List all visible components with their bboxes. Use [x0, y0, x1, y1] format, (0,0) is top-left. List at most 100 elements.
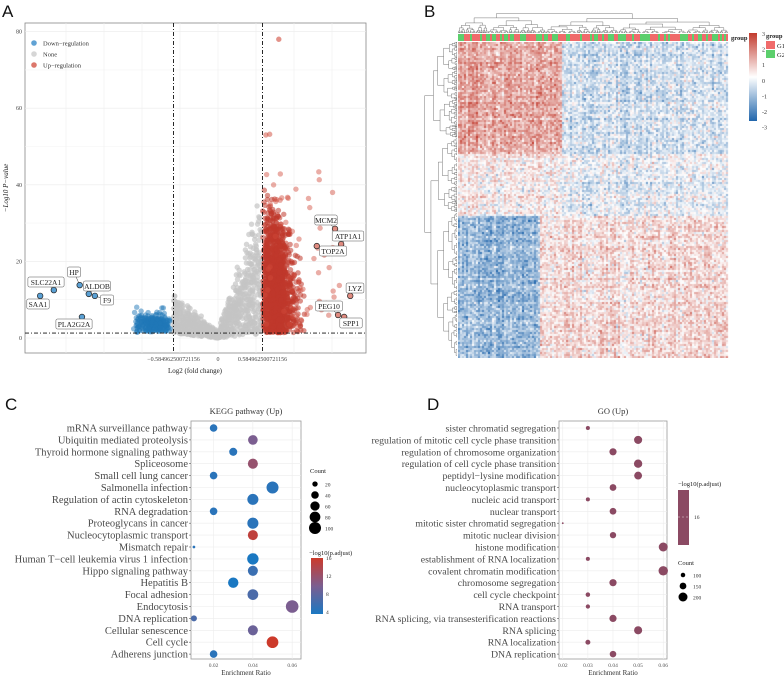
row-dendrogram-branch	[455, 87, 457, 89]
category-label: Regulation of actin cytoskeleton	[52, 495, 189, 506]
category-label: Cellular senescence	[105, 626, 188, 637]
point-up	[294, 323, 300, 330]
x-tick-label: 0.06	[658, 663, 668, 669]
point-none	[255, 306, 262, 312]
row-dendrogram-branch	[452, 86, 455, 90]
point-up	[276, 215, 283, 221]
row-dendrogram-branch	[456, 286, 457, 290]
group-annotation-cell	[642, 34, 644, 41]
point-up	[269, 256, 275, 263]
column-dendrogram-branch	[541, 32, 543, 33]
group-annotation-cell	[614, 34, 616, 41]
group-annotation-cell	[688, 34, 690, 41]
point-up	[290, 329, 297, 336]
enrichment-dot	[247, 589, 259, 600]
point-none	[202, 322, 208, 328]
size-legend-label: 20	[325, 483, 331, 489]
row-dendrogram-branch	[447, 87, 453, 97]
point-up	[263, 171, 270, 178]
column-dendrogram-branch	[650, 26, 676, 30]
colorbar-tick-label: 3	[762, 32, 765, 38]
point-up	[265, 287, 271, 293]
column-dendrogram-branch	[479, 31, 481, 33]
row-dendrogram-branch	[455, 98, 457, 100]
point-none	[192, 309, 198, 315]
row-dendrogram-branch	[455, 74, 457, 77]
column-dendrogram-branch	[551, 31, 557, 33]
point-up	[317, 225, 323, 231]
row-dendrogram-branch	[455, 113, 457, 115]
column-dendrogram-branch	[606, 31, 609, 33]
group-annotation-cell	[518, 34, 520, 41]
plot-frame	[190, 420, 302, 660]
heatmap-cells	[458, 42, 729, 358]
gene-label: SPP1	[343, 319, 360, 328]
row-dendrogram-branch	[456, 109, 457, 111]
column-dendrogram-branch	[485, 30, 488, 33]
row-dendrogram-branch	[455, 91, 457, 94]
group-annotation-cell	[520, 34, 522, 41]
point-up	[260, 234, 266, 241]
column-dendrogram-branch	[528, 31, 530, 33]
point-up	[286, 231, 292, 238]
row-dendrogram-branch	[456, 49, 457, 52]
category-label: Focal adhesion	[125, 590, 189, 601]
group-annotation-cell	[482, 34, 484, 41]
row-dendrogram-branch	[456, 251, 457, 255]
row-dendrogram-branch	[451, 187, 455, 192]
point-none	[251, 266, 258, 272]
colorbar-tick-label: 2	[762, 48, 765, 54]
row-dendrogram-branch	[455, 144, 457, 146]
point-none	[174, 326, 180, 333]
row-dendrogram-branch	[456, 142, 457, 144]
enrichment-dot	[634, 626, 643, 635]
point-up	[286, 321, 293, 327]
row-dendrogram-branch	[451, 109, 455, 114]
row-dendrogram-branch	[454, 257, 457, 261]
row-dendrogram-branch	[456, 72, 457, 75]
group-annotation-cell	[618, 34, 620, 41]
point-up	[289, 228, 296, 235]
point-up	[267, 264, 273, 270]
point-none	[249, 291, 256, 297]
category-label: covalent chromatin modification	[428, 566, 556, 577]
point-up	[293, 305, 299, 312]
point-none	[242, 255, 249, 261]
group-annotation-cell	[458, 34, 460, 41]
point-none	[256, 237, 262, 243]
row-dendrogram-branch	[456, 256, 457, 259]
row-dendrogram-branch	[454, 66, 457, 68]
point-none	[236, 271, 242, 278]
row-dendrogram-branch	[454, 47, 457, 51]
gene-label-box	[339, 317, 363, 329]
column-dendrogram-branch	[523, 31, 526, 33]
row-dendrogram-branch	[455, 218, 457, 222]
legend-key	[31, 40, 37, 46]
group-annotation-cell	[658, 34, 660, 41]
row-dendrogram-branch	[456, 57, 457, 59]
row-dendrogram-branch	[454, 88, 457, 91]
group-annotation-cell	[698, 34, 700, 41]
point-up	[264, 311, 271, 317]
row-dendrogram-branch	[452, 100, 456, 104]
row-dendrogram-branch	[437, 250, 444, 318]
row-dendrogram-branch	[456, 163, 457, 167]
column-dendrogram-branch	[509, 31, 511, 33]
group-annotation-cell	[498, 34, 500, 41]
group-annotation-cell	[712, 34, 714, 41]
row-dendrogram-branch	[455, 47, 457, 49]
column-dendrogram-branch	[586, 31, 590, 33]
group-annotation-cell	[718, 34, 720, 41]
point-down	[133, 315, 140, 321]
column-dendrogram-branch	[585, 32, 588, 33]
point-up	[262, 292, 268, 298]
row-dendrogram-branch	[456, 89, 457, 91]
column-dendrogram-branch	[466, 29, 469, 33]
point-up	[276, 257, 283, 263]
row-dendrogram-branch	[448, 189, 452, 198]
group-annotation-cell	[608, 34, 610, 41]
group-annotation-cell	[634, 34, 636, 41]
